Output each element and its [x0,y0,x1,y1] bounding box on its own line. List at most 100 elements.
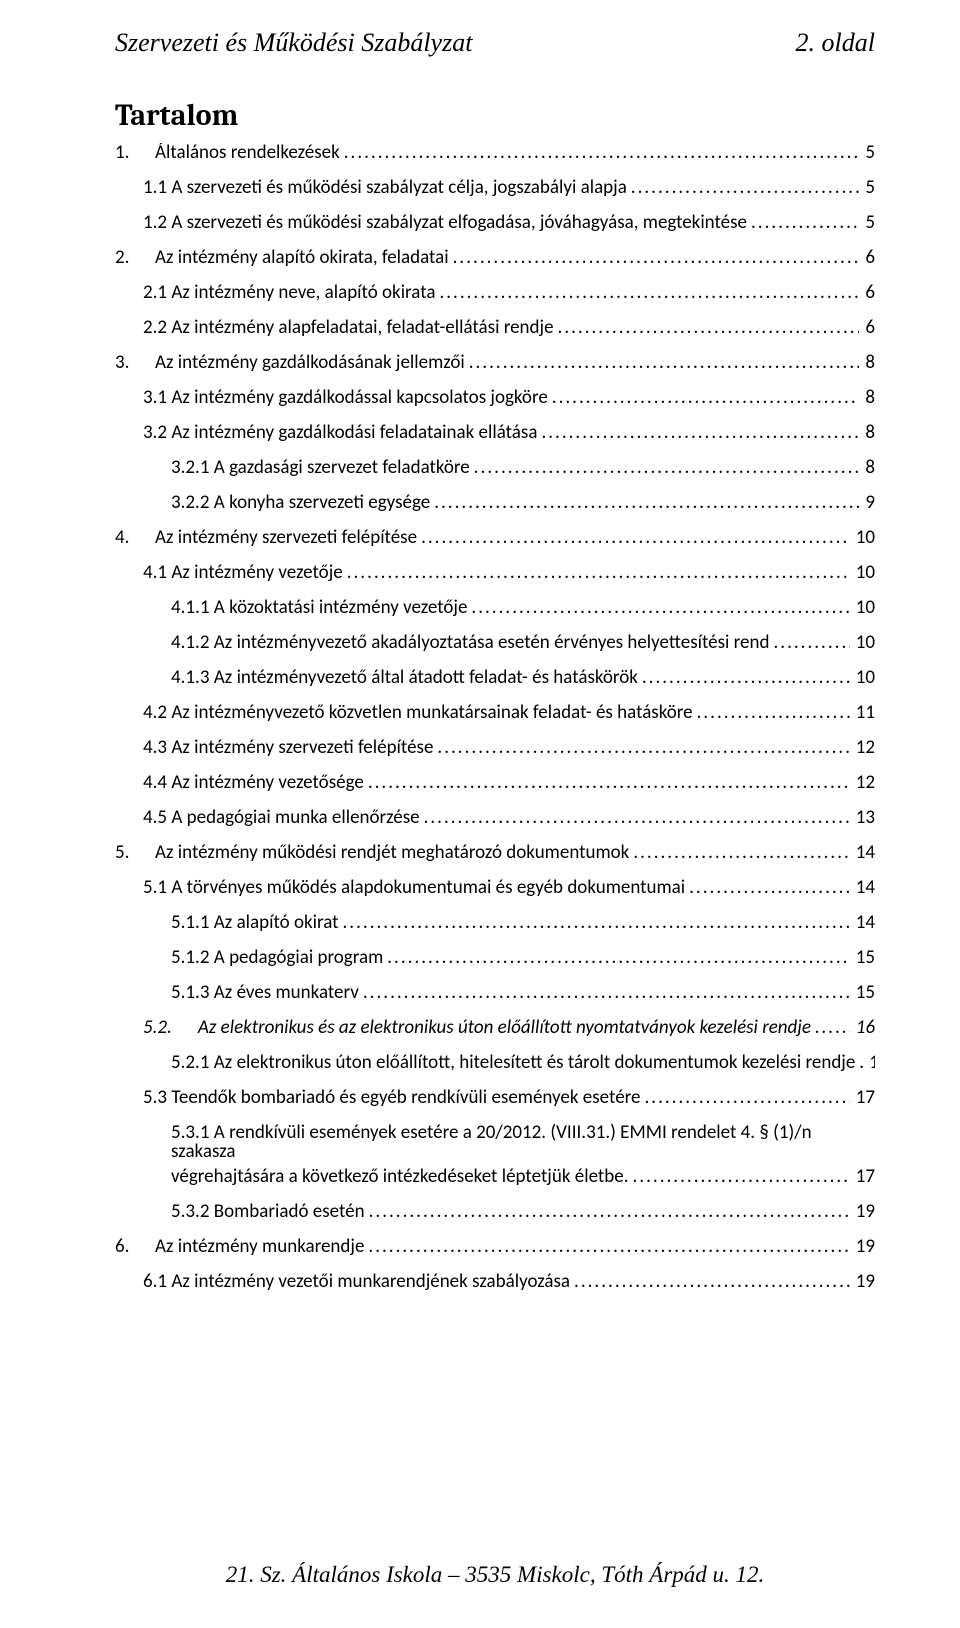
toc-leader-dots [769,633,849,652]
toc-entry-page: 5 [859,213,875,232]
toc-leader-dots [343,563,850,582]
toc-leader-dots [364,773,850,792]
toc-entry-line1: 5.3.1 A rendkívüli események esetére a 2… [171,1123,875,1161]
toc-entry: 2.1 Az intézmény neve, alapító okirata 6 [115,283,875,302]
toc-entry: 4.5 A pedagógiai munka ellenőrzése13 [115,808,875,827]
toc-entry: 3.2.1 A gazdasági szervezet feladatköre8 [115,458,875,477]
toc-entry: 2.Az intézmény alapító okirata, feladata… [115,248,875,267]
toc-leader-dots [420,808,850,827]
toc-entry: 4.1.1 A közoktatási intézmény vezetője 10 [115,598,875,617]
toc-entry: 3.1 Az intézmény gazdálkodással kapcsola… [115,388,875,407]
toc-entry-text: Az elektronikus és az elektronikus úton … [198,1018,811,1037]
toc-entry: 1.2 A szervezeti és működési szabályzat … [115,213,875,232]
toc-entry: 6.1 Az intézmény vezetői munkarendjének … [115,1272,875,1291]
toc-entry: 4.1 Az intézmény vezetője10 [115,563,875,582]
toc-leader-dots [339,913,850,932]
toc-leader-dots [811,1018,850,1037]
toc-entry-page: 14 [850,878,875,897]
toc-entry-text: 1.1 A szervezeti és működési szabályzat … [143,178,627,197]
toc-entry-text: 5.3.2 Bombariadó esetén [171,1202,365,1221]
toc-entry: 4.2 Az intézményvezető közvetlen munkatá… [115,703,875,722]
toc-entry-page: 6 [859,283,875,302]
toc-entry: 5.2.1 Az elektronikus úton előállított, … [115,1053,875,1072]
toc-leader-dots [465,353,860,372]
toc-entry-page: 16 [863,1053,875,1072]
toc-entry-text: 5.1.2 A pedagógiai program [171,948,383,967]
toc-leader-dots [433,738,849,757]
toc-entry: 2.2 Az intézmény alapfeladatai, feladat-… [115,318,875,337]
toc-entry-text: Az intézmény munkarendje [155,1237,364,1256]
toc-leader-dots [359,983,850,1002]
toc-entry-text: 5.1.3 Az éves munkaterv [171,983,359,1002]
toc-entry-page: 6 [859,318,875,337]
toc-entry-page: 10 [850,633,875,652]
toc-leader-dots [640,1088,849,1107]
toc-entry-number: 5. [115,843,155,862]
toc-entry-page: 17 [850,1167,875,1186]
toc-entry-page: 12 [850,738,875,757]
toc-leader-dots [340,143,860,162]
toc-entry-page: 10 [850,598,875,617]
toc-entry-text: 1.2 A szervezeti és működési szabályzat … [143,213,747,232]
toc-entry-text: 4.4 Az intézmény vezetősége [143,773,364,792]
toc-leader-dots [629,1167,850,1186]
toc-entry-page: 8 [859,388,875,407]
toc-entry-text: 4.1.3 Az intézményvezető által átadott f… [171,668,638,687]
toc-entry-page: 19 [850,1237,875,1256]
toc-entry-page: 10 [850,563,875,582]
toc-leader-dots [365,1202,850,1221]
page-header: Szervezeti és Működési Szabályzat 2. old… [115,28,875,58]
toc-entry-number: 4. [115,528,155,547]
toc-entry-text: 3.2.1 A gazdasági szervezet feladatköre [171,458,470,477]
toc-entry-page: 5 [859,143,875,162]
toc-entry-page: 14 [850,843,875,862]
toc-entry-page: 16 [850,1018,875,1037]
toc-entry-page: 6 [859,248,875,267]
toc-leader-dots [638,668,850,687]
toc-entry-number: 2. [115,248,155,267]
toc-entry-text: végrehajtására a következő intézkedéseke… [171,1167,629,1186]
toc-entry: 5.1.3 Az éves munkaterv15 [115,983,875,1002]
toc-leader-dots [417,528,850,547]
toc-entry-number: 3. [115,353,155,372]
toc-entry: 1.1 A szervezeti és működési szabályzat … [115,178,875,197]
toc-entry: 4.1.3 Az intézményvezető által átadott f… [115,668,875,687]
toc-leader-dots [364,1237,849,1256]
toc-entry-text: Az intézmény szervezeti felépítése [155,528,417,547]
toc-entry-text: 5.1 A törvényes működés alapdokumentumai… [143,878,685,897]
toc-entry-text: Általános rendelkezések [155,143,340,162]
toc-leader-dots [383,948,849,967]
toc-entry-text: 3.2.2 A konyha szervezeti egysége [171,493,430,512]
toc-entry-text: 3.1 Az intézmény gazdálkodással kapcsola… [143,388,548,407]
toc-leader-dots [693,703,850,722]
toc-entry: 5.2.Az elektronikus és az elektronikus ú… [115,1018,875,1037]
toc-leader-dots [554,318,860,337]
toc-entry-page: 11 [850,703,875,722]
toc-leader-dots [629,843,849,862]
toc-leader-dots [570,1272,850,1291]
toc-entry-page: 12 [850,773,875,792]
toc-entry-number: 5.2. [143,1018,198,1037]
toc-leader-dots [430,493,859,512]
header-page-number: 2. oldal [796,28,875,58]
toc-leader-dots [855,1053,863,1072]
toc-entry: 5.1.1 Az alapító okirat14 [115,913,875,932]
toc-entry: 5.Az intézmény működési rendjét meghatár… [115,843,875,862]
toc-entry-page: 5 [859,178,875,197]
toc-entry: 4.4 Az intézmény vezetősége 12 [115,773,875,792]
toc-leader-dots [435,283,859,302]
toc-entry-text: 4.1.1 A közoktatási intézmény vezetője [171,598,467,617]
toc-entry-text: 4.1.2 Az intézményvezető akadályoztatása… [171,633,769,652]
toc-entry: 3.Az intézmény gazdálkodásának jellemzői… [115,353,875,372]
toc-entry-number: 6. [115,1237,155,1256]
toc-entry-text: Az intézmény működési rendjét meghatároz… [155,843,629,862]
toc-leader-dots [449,248,860,267]
toc-entry: 6.Az intézmény munkarendje 19 [115,1237,875,1256]
toc-entry: 1.Általános rendelkezések 5 [115,143,875,162]
toc-entry-number: 1. [115,143,155,162]
toc-leader-dots [747,213,859,232]
toc-entry-page: 15 [850,948,875,967]
page-footer: 21. Sz. Általános Iskola – 3535 Miskolc,… [115,1522,875,1588]
toc-entry-text: 2.1 Az intézmény neve, alapító okirata [143,283,435,302]
toc-entry-text: 3.2 Az intézmény gazdálkodási feladatain… [143,423,537,442]
